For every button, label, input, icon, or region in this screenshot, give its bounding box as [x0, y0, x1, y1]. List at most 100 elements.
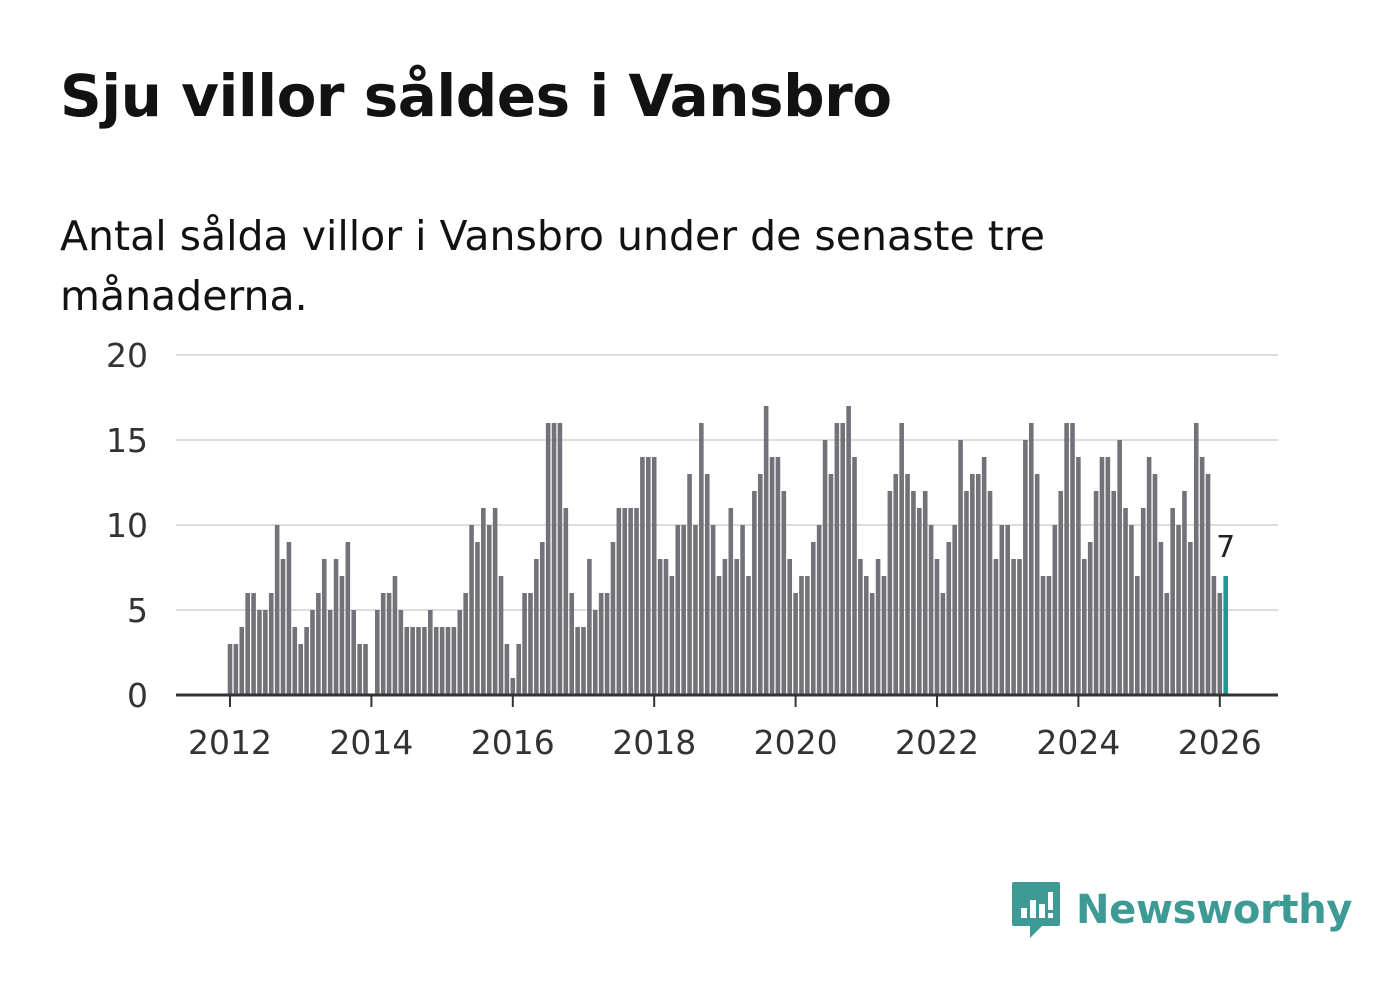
bar: [316, 593, 321, 695]
bar: [1140, 508, 1146, 695]
bar: [257, 610, 262, 695]
highlight-value-label: 7: [1216, 530, 1235, 565]
bar: [946, 542, 952, 695]
bar: [728, 508, 734, 695]
bar: [775, 457, 781, 695]
bar: [286, 542, 292, 695]
bar: [1176, 525, 1181, 695]
bar: [1199, 457, 1205, 695]
bar: [663, 559, 669, 695]
bar: [887, 491, 893, 695]
bar: [1146, 457, 1152, 695]
bar: [881, 576, 887, 695]
bar: [557, 423, 563, 695]
y-tick-label: 0: [127, 676, 148, 715]
bar: [280, 559, 286, 695]
bar: [805, 576, 810, 695]
bar: [1005, 525, 1010, 695]
x-tick-label: 2020: [754, 723, 838, 762]
y-tick-label: 10: [106, 506, 148, 545]
bar: [486, 525, 492, 695]
bar: [710, 525, 716, 695]
bar: [268, 593, 274, 695]
bar: [1046, 576, 1052, 695]
bar: [398, 610, 404, 695]
x-tick-label: 2026: [1178, 723, 1262, 762]
bar: [1123, 508, 1128, 695]
bar: [657, 559, 663, 695]
bar: [1011, 559, 1016, 695]
bar: [410, 627, 415, 695]
bar: [816, 525, 822, 695]
bar-highlight: [1223, 576, 1228, 695]
bar: [716, 576, 722, 695]
bar: [339, 576, 345, 695]
bar: [970, 474, 975, 695]
y-tick-label: 20: [106, 336, 148, 375]
bar: [975, 474, 981, 695]
bar: [799, 576, 804, 695]
bar: [1135, 576, 1140, 695]
x-tick-label: 2024: [1036, 723, 1120, 762]
bar: [298, 644, 303, 695]
bar: [893, 474, 899, 695]
bar: [846, 406, 851, 695]
bar: [475, 542, 480, 695]
bar: [693, 525, 698, 695]
bar: [604, 593, 610, 695]
bar: [1164, 593, 1170, 695]
bar: [227, 644, 233, 695]
bar: [263, 610, 268, 695]
bar: [522, 593, 527, 695]
bar: [528, 593, 533, 695]
bar: [1205, 474, 1211, 695]
bar: [451, 627, 457, 695]
bar: [327, 610, 333, 695]
bar: [492, 508, 498, 695]
bar: [292, 627, 298, 695]
bar: [928, 525, 934, 695]
bar: [563, 508, 569, 695]
bar: [822, 440, 828, 695]
bar: [569, 593, 575, 695]
bar: [734, 559, 739, 695]
x-tick-label: 2022: [895, 723, 979, 762]
bar: [1076, 457, 1081, 695]
x-tick-label: 2014: [329, 723, 413, 762]
bar: [416, 627, 421, 695]
bar: [1099, 457, 1105, 695]
bar: [1152, 474, 1158, 695]
bar: [333, 559, 339, 695]
x-tick-label: 2012: [188, 723, 272, 762]
bar: [899, 423, 904, 695]
bar: [1034, 474, 1040, 695]
bar: [675, 525, 681, 695]
bar: [640, 457, 645, 695]
bar: [616, 508, 622, 695]
bar: [1193, 423, 1199, 695]
bar: [763, 406, 769, 695]
chart-subtitle: Antal sålda villor i Vansbro under de se…: [60, 212, 1046, 320]
bar: [545, 423, 551, 695]
bar: [516, 644, 521, 695]
bar: [439, 627, 445, 695]
bar: [628, 508, 633, 695]
bar: [380, 593, 386, 695]
bar: [1023, 440, 1028, 695]
x-tick-label: 2016: [471, 723, 555, 762]
bar: [592, 610, 598, 695]
x-axis: 2012 2014 2016 2018 2020 2022 2024 2026: [176, 693, 1278, 762]
bar: [1081, 559, 1087, 695]
bar: [1017, 559, 1022, 695]
bar: [905, 474, 910, 695]
bar: [1040, 576, 1046, 695]
bar: [1064, 423, 1069, 695]
bar: [363, 644, 368, 695]
bar: [457, 610, 463, 695]
bar: [239, 627, 245, 695]
bar: [987, 491, 993, 695]
bar: [1070, 423, 1075, 695]
bar: [534, 559, 539, 695]
bar: [1058, 491, 1064, 695]
